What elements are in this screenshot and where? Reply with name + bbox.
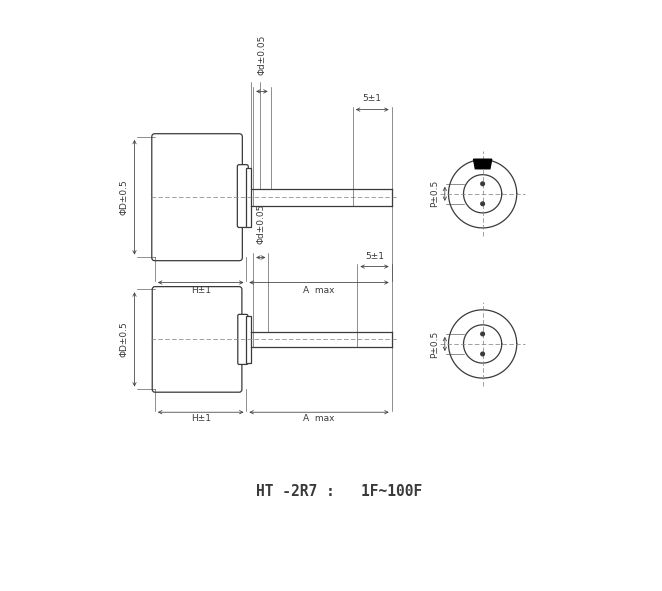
Text: ΦD±0.5: ΦD±0.5 — [120, 180, 129, 215]
Text: 5±1: 5±1 — [365, 252, 384, 261]
FancyBboxPatch shape — [238, 314, 248, 365]
Circle shape — [481, 182, 485, 186]
Text: A  max: A max — [303, 414, 335, 423]
Text: HT -2R7 :   1F~100F: HT -2R7 : 1F~100F — [256, 485, 422, 499]
Text: A  max: A max — [303, 285, 335, 294]
Bar — [246, 316, 251, 363]
FancyBboxPatch shape — [152, 134, 242, 261]
Circle shape — [481, 352, 485, 356]
Text: Φd±0.05: Φd±0.05 — [258, 35, 266, 75]
Circle shape — [481, 332, 485, 336]
Text: P±0.5: P±0.5 — [430, 330, 440, 358]
FancyBboxPatch shape — [152, 287, 242, 392]
Bar — [246, 168, 251, 227]
Text: H±1: H±1 — [191, 414, 211, 423]
Text: Φd±0.05: Φd±0.05 — [256, 203, 265, 243]
FancyBboxPatch shape — [238, 165, 248, 228]
Circle shape — [481, 202, 485, 206]
Text: ΦD±0.5: ΦD±0.5 — [120, 322, 129, 358]
Text: P±0.5: P±0.5 — [430, 180, 440, 207]
Text: H±1: H±1 — [191, 285, 211, 294]
Text: 5±1: 5±1 — [363, 95, 382, 103]
Polygon shape — [473, 159, 492, 169]
